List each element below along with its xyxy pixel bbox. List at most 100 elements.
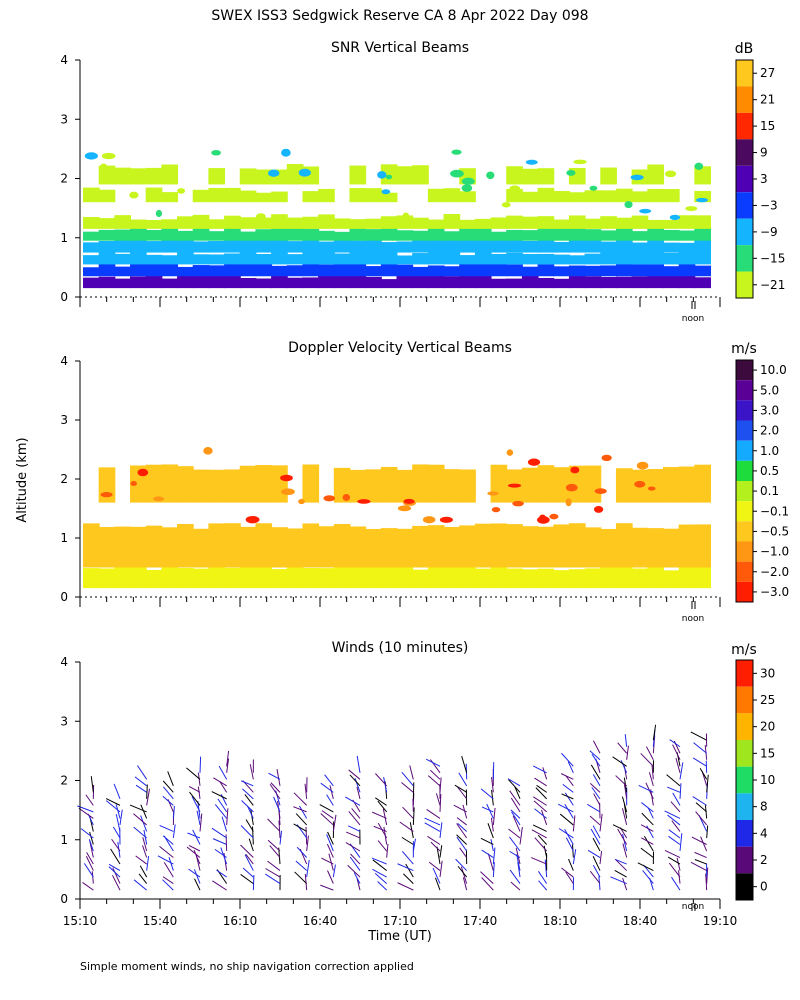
wind-barb: [402, 806, 414, 819]
wind-barb: [640, 847, 654, 858]
heatmap-cell: [83, 187, 100, 203]
snr-x-ticks: [79, 297, 721, 309]
colorbar-swatch: [736, 271, 753, 298]
colorbar-label: −3: [760, 198, 778, 212]
heatmap-cell: [474, 523, 492, 568]
wind-barb: [347, 864, 361, 878]
heatmap-cell: [208, 275, 226, 289]
winds-noon-label: noon: [682, 902, 704, 912]
heatmap-cell: [224, 469, 241, 503]
heatmap-cell: [177, 523, 194, 568]
colorbar-swatch: [736, 192, 753, 219]
heatmap-cell: [584, 527, 602, 568]
wind-barb: [534, 808, 547, 819]
heatmap-cell: [239, 526, 257, 568]
heatmap-cell: [349, 566, 367, 589]
wind-barb: [135, 855, 147, 865]
heatmap-speck: [634, 480, 646, 488]
heatmap-cell: [396, 264, 414, 277]
heatmap-cell: [98, 568, 116, 589]
wind-barb: [439, 794, 442, 812]
heatmap-cell: [537, 216, 555, 229]
wind-barb: [564, 804, 574, 819]
wind-barb: [664, 849, 681, 858]
wind-barb: [188, 868, 201, 878]
heatmap-cell: [224, 215, 241, 229]
heatmap-cell: [678, 466, 696, 503]
heatmap-speck: [685, 206, 698, 212]
wind-barb: [213, 777, 227, 787]
x-tick-label: 17:40: [463, 914, 498, 928]
heatmap-cell: [443, 566, 461, 589]
wind-barb: [590, 828, 601, 845]
heatmap-cell: [506, 252, 523, 265]
wind-barb: [346, 831, 361, 839]
wind-barb: [612, 756, 627, 767]
heatmap-cell: [459, 255, 476, 265]
heatmap-cell: [443, 231, 461, 241]
colorbar-swatch: [736, 360, 753, 381]
heatmap-cell: [600, 276, 617, 289]
heatmap-cell: [662, 467, 680, 503]
wind-barb: [641, 837, 654, 845]
heatmap-cell: [286, 528, 304, 568]
wind-barb: [241, 780, 254, 787]
wind-barb: [490, 839, 494, 852]
heatmap-cell: [662, 266, 680, 277]
colorbar-label: 3: [760, 172, 768, 186]
wind-barb: [226, 808, 229, 825]
wind-barb: [460, 866, 468, 884]
wind-barb: [614, 869, 627, 878]
doppler-colorbar-unit: m/s: [731, 341, 757, 357]
colorbar-swatch: [736, 581, 753, 602]
doppler-noon-label: noon: [682, 614, 704, 624]
colorbar-swatch: [736, 686, 753, 714]
wind-barb: [693, 742, 707, 754]
wind-barb: [516, 854, 521, 871]
heatmap-cell: [192, 265, 210, 277]
wind-barb: [306, 859, 310, 878]
wind-barb: [267, 860, 281, 871]
wind-barb: [667, 786, 681, 793]
heatmap-cell: [98, 250, 116, 265]
heatmap-cell: [694, 524, 711, 568]
wind-barb: [622, 843, 628, 858]
y-tick-label: 1: [60, 833, 68, 847]
heatmap-cell: [396, 273, 414, 289]
heatmap-cell: [271, 240, 288, 253]
heatmap-cell: [255, 566, 273, 589]
heatmap-speck: [695, 197, 708, 203]
wind-barb: [561, 752, 574, 767]
wind-barb: [246, 805, 254, 819]
heatmap-cell: [349, 262, 367, 277]
wind-barb: [163, 786, 174, 800]
wind-barb: [327, 831, 334, 845]
heatmap-speck: [461, 177, 475, 185]
heatmap-cell: [271, 227, 288, 241]
heatmap-cell: [98, 189, 116, 203]
heatmap-cell: [83, 523, 100, 568]
wind-barb: [216, 869, 227, 878]
heatmap-cell: [506, 188, 523, 203]
wind-barb: [371, 857, 387, 865]
heatmap-cell: [224, 567, 241, 589]
wind-barb: [172, 824, 176, 839]
heatmap-cell: [568, 192, 586, 203]
heatmap-cell: [427, 226, 445, 241]
colorbar-label: −15: [760, 251, 785, 265]
wind-barb: [112, 867, 121, 884]
wind-barb: [403, 873, 414, 884]
heatmap-cell: [114, 278, 132, 289]
heatmap-cell: [521, 467, 539, 503]
heatmap-cell: [318, 241, 335, 253]
heatmap-cell: [130, 168, 147, 185]
wind-barb: [373, 825, 387, 832]
wind-barb: [592, 837, 601, 852]
heatmap-cell: [318, 249, 335, 265]
wind-barb: [622, 833, 628, 852]
heatmap-cell: [694, 238, 711, 253]
wind-barb: [348, 769, 361, 780]
heatmap-cell: [255, 523, 273, 568]
wind-barb: [691, 836, 707, 845]
heatmap-cell: [239, 465, 257, 503]
